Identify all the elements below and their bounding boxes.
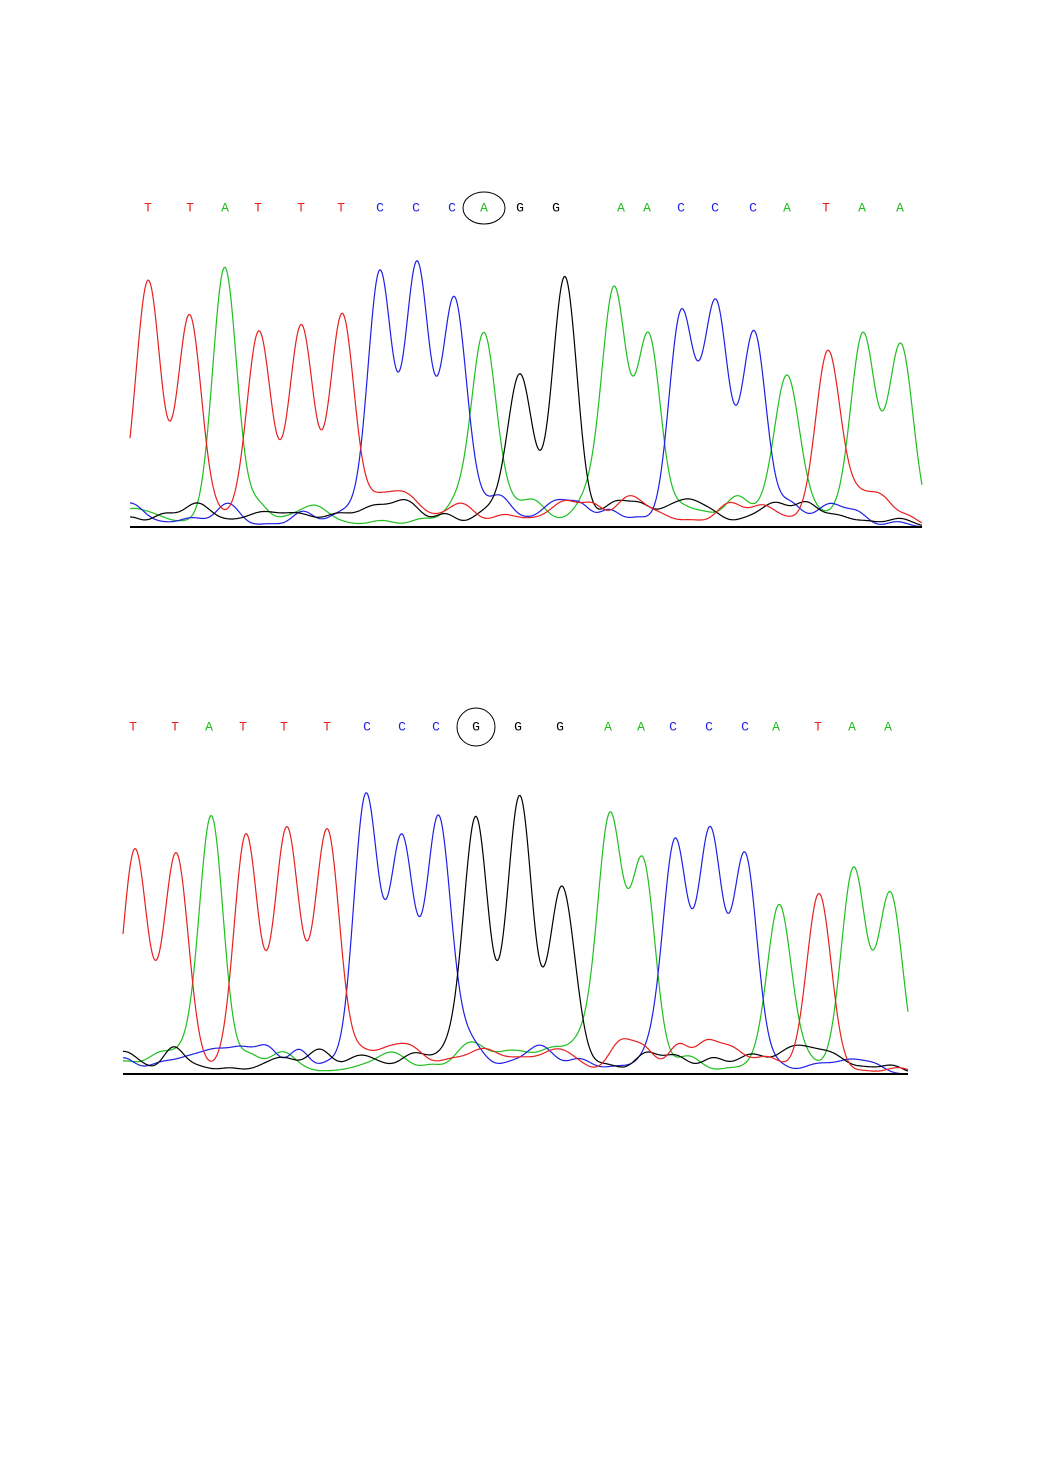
trace-1fbf1f [122,811,909,1072]
base-call: A [884,719,892,734]
base-call: A [848,719,856,734]
trace-e6201f [122,825,909,1072]
base-call: A [205,719,213,734]
base-call: C [711,200,719,215]
base-call: A [604,719,612,734]
base-call: C [448,200,456,215]
base-call: C [749,200,757,215]
base-call: G [514,719,522,734]
base-call: A [480,200,488,215]
base-call: T [239,719,247,734]
base-call: A [221,200,229,215]
base-call: T [337,200,345,215]
base-call: T [186,200,194,215]
trace-000000 [123,794,909,1072]
base-call: T [814,719,822,734]
highlight-circle [462,191,506,225]
base-call: G [516,200,524,215]
base-call: C [677,200,685,215]
base-call: A [896,200,904,215]
base-call: C [669,719,677,734]
base-call: C [741,719,749,734]
base-call: C [363,719,371,734]
trace-000000 [130,275,923,526]
base-call: C [705,719,713,734]
base-call: T [822,200,830,215]
base-call: A [783,200,791,215]
base-call: A [858,200,866,215]
base-call: T [323,719,331,734]
base-call: T [280,719,288,734]
base-call: G [552,200,560,215]
base-call: C [412,200,420,215]
trace-1f1fe6 [122,792,908,1075]
base-call: G [472,719,480,734]
trace-1f1fe6 [130,259,923,528]
base-call: A [772,719,780,734]
base-call: T [129,719,137,734]
base-call: A [637,719,645,734]
base-call: T [144,200,152,215]
trace-1fbf1f [129,266,923,525]
base-call: C [432,719,440,734]
base-call: T [171,719,179,734]
base-call: T [254,200,262,215]
base-call: T [297,200,305,215]
base-call: C [398,719,406,734]
base-call: G [556,719,564,734]
trace-e6201f [129,279,923,524]
base-call: A [617,200,625,215]
base-call: A [643,200,651,215]
highlight-circle [456,707,496,747]
base-call: C [376,200,384,215]
